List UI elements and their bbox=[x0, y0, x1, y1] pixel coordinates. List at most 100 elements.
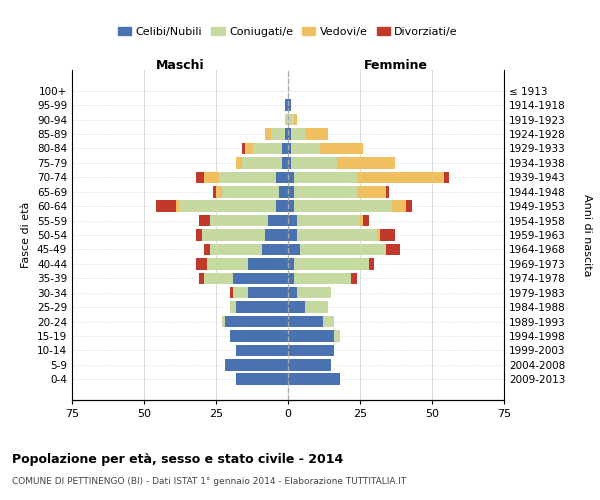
Bar bbox=[268, 215, 288, 226]
Bar bbox=[233, 287, 248, 298]
Bar bbox=[323, 316, 334, 328]
Bar bbox=[265, 229, 288, 241]
Bar bbox=[288, 172, 294, 183]
Bar bbox=[277, 200, 288, 212]
Bar bbox=[219, 172, 277, 183]
Bar bbox=[377, 229, 380, 241]
Bar bbox=[368, 258, 374, 270]
Bar bbox=[222, 316, 224, 328]
Bar bbox=[262, 244, 288, 255]
Bar bbox=[357, 172, 443, 183]
Bar bbox=[205, 244, 210, 255]
Bar bbox=[210, 244, 262, 255]
Bar bbox=[208, 258, 248, 270]
Bar bbox=[205, 172, 219, 183]
Bar bbox=[288, 128, 291, 140]
Bar bbox=[176, 200, 179, 212]
Bar bbox=[288, 272, 294, 284]
Bar bbox=[248, 258, 288, 270]
Bar bbox=[222, 186, 280, 198]
Bar bbox=[216, 186, 222, 198]
Bar bbox=[291, 142, 320, 154]
Legend: Celibi/Nubili, Coniugati/e, Vedovi/e, Divorziati/e: Celibi/Nubili, Coniugati/e, Vedovi/e, Di… bbox=[113, 23, 463, 42]
Bar bbox=[236, 302, 288, 313]
Bar bbox=[294, 114, 296, 126]
Bar bbox=[233, 272, 288, 284]
Bar bbox=[288, 359, 331, 370]
Bar bbox=[271, 128, 285, 140]
Bar bbox=[288, 330, 334, 342]
Bar bbox=[282, 157, 288, 168]
Bar bbox=[296, 229, 377, 241]
Bar bbox=[288, 100, 291, 111]
Bar bbox=[294, 258, 368, 270]
Bar bbox=[288, 215, 296, 226]
Bar bbox=[205, 272, 233, 284]
Bar bbox=[224, 316, 288, 328]
Bar bbox=[288, 142, 291, 154]
Bar bbox=[236, 374, 288, 385]
Bar bbox=[386, 186, 389, 198]
Bar bbox=[288, 229, 296, 241]
Bar bbox=[285, 100, 288, 111]
Bar bbox=[288, 114, 294, 126]
Bar bbox=[242, 157, 282, 168]
Bar bbox=[199, 272, 205, 284]
Bar bbox=[210, 215, 268, 226]
Bar bbox=[288, 374, 340, 385]
Bar bbox=[288, 258, 294, 270]
Bar bbox=[296, 215, 360, 226]
Bar bbox=[230, 302, 236, 313]
Bar bbox=[294, 272, 352, 284]
Bar bbox=[199, 215, 210, 226]
Bar bbox=[285, 114, 288, 126]
Bar bbox=[230, 330, 288, 342]
Bar bbox=[288, 302, 305, 313]
Bar bbox=[230, 287, 233, 298]
Bar bbox=[288, 157, 291, 168]
Bar bbox=[196, 172, 205, 183]
Bar bbox=[380, 229, 395, 241]
Y-axis label: Anni di nascita: Anni di nascita bbox=[582, 194, 592, 276]
Bar bbox=[288, 200, 294, 212]
Bar bbox=[305, 302, 328, 313]
Bar bbox=[443, 172, 449, 183]
Bar bbox=[357, 186, 386, 198]
Bar bbox=[155, 200, 176, 212]
Bar bbox=[334, 330, 340, 342]
Text: COMUNE DI PETTINENGO (BI) - Dati ISTAT 1° gennaio 2014 - Elaborazione TUTTITALIA: COMUNE DI PETTINENGO (BI) - Dati ISTAT 1… bbox=[12, 478, 406, 486]
Bar bbox=[296, 287, 331, 298]
Bar bbox=[406, 200, 412, 212]
Bar bbox=[179, 200, 277, 212]
Bar bbox=[294, 186, 357, 198]
Bar bbox=[285, 128, 288, 140]
Y-axis label: Fasce di età: Fasce di età bbox=[22, 202, 31, 268]
Bar bbox=[202, 229, 265, 241]
Bar bbox=[294, 172, 357, 183]
Bar bbox=[242, 142, 245, 154]
Bar bbox=[320, 142, 363, 154]
Bar bbox=[352, 272, 357, 284]
Text: Femmine: Femmine bbox=[364, 59, 428, 72]
Bar bbox=[392, 200, 406, 212]
Bar bbox=[288, 244, 299, 255]
Bar bbox=[224, 359, 288, 370]
Text: Popolazione per età, sesso e stato civile - 2014: Popolazione per età, sesso e stato civil… bbox=[12, 452, 343, 466]
Bar bbox=[280, 186, 288, 198]
Bar bbox=[299, 244, 386, 255]
Bar bbox=[253, 142, 282, 154]
Bar bbox=[277, 172, 288, 183]
Bar bbox=[363, 215, 368, 226]
Bar bbox=[288, 287, 296, 298]
Bar bbox=[386, 244, 400, 255]
Bar bbox=[288, 186, 294, 198]
Bar bbox=[196, 258, 208, 270]
Bar bbox=[291, 128, 305, 140]
Bar bbox=[288, 316, 323, 328]
Bar bbox=[236, 344, 288, 356]
Bar bbox=[236, 157, 242, 168]
Bar bbox=[337, 157, 395, 168]
Bar bbox=[294, 200, 392, 212]
Bar bbox=[288, 344, 334, 356]
Bar bbox=[305, 128, 328, 140]
